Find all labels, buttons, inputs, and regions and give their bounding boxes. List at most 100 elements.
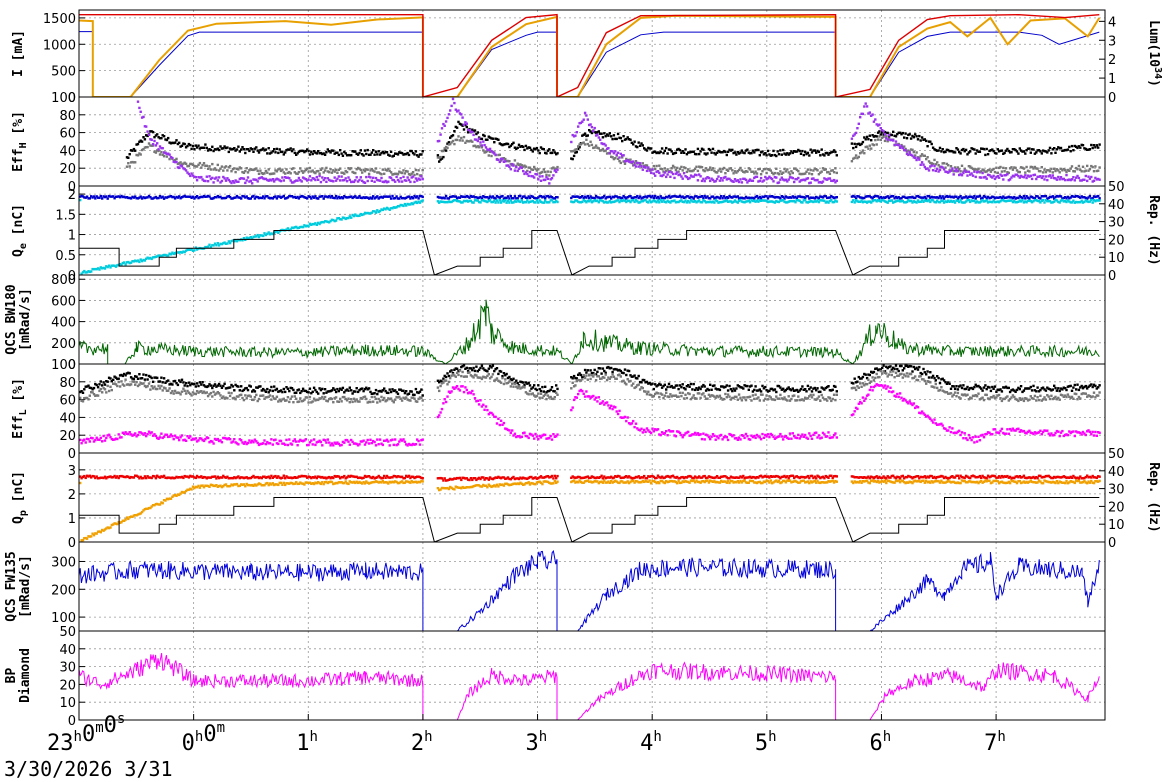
scatter-point [314, 151, 317, 154]
scatter-point [903, 195, 906, 198]
scatter-point [570, 140, 573, 144]
scatter-point [143, 259, 147, 262]
scatter-point [922, 200, 925, 203]
scatter-point [819, 171, 822, 174]
scatter-point [334, 396, 338, 399]
scatter-point [172, 195, 175, 199]
scatter-point [999, 149, 1002, 152]
scatter-point [336, 400, 339, 403]
scatter-point [754, 195, 757, 199]
scatter-point [959, 152, 962, 155]
scatter-point [633, 140, 636, 143]
scatter-point [107, 376, 111, 379]
scatter-point [421, 199, 424, 202]
scatter-point [753, 176, 756, 180]
scatter-point [678, 199, 682, 203]
scatter-point [392, 389, 395, 393]
scatter-point [629, 138, 632, 141]
scatter-point [894, 371, 898, 374]
scatter-point [826, 196, 829, 200]
scatter-point [385, 169, 389, 172]
scatter-point [894, 195, 898, 199]
scatter-point [759, 176, 763, 180]
scatter-point [915, 378, 918, 382]
scatter-point [358, 389, 361, 392]
scatter-point [681, 169, 684, 172]
scatter-point [154, 387, 158, 391]
scatter-point [109, 266, 112, 269]
scatter-point [538, 151, 541, 155]
scatter-point [886, 201, 889, 204]
scatter-point [179, 197, 182, 200]
scatter-point [414, 150, 418, 153]
scatter-point [995, 390, 998, 393]
scatter-point [160, 150, 163, 154]
scatter-point [244, 181, 247, 185]
scatter-point [409, 197, 412, 200]
scatter-point [648, 169, 651, 172]
scatter-point [791, 387, 794, 390]
scatter-point [308, 387, 312, 390]
scatter-point [395, 206, 398, 209]
y-axis-label: QCS BW180[mRad/s] [4, 284, 33, 355]
scatter-point [637, 196, 640, 200]
scatter-point [1065, 170, 1068, 174]
scatter-point [892, 130, 895, 133]
scatter-point [436, 200, 440, 203]
scatter-point [691, 396, 694, 399]
scatter-point [952, 173, 955, 176]
series-eff_purple [136, 97, 1101, 185]
scatter-point [857, 200, 860, 203]
scatter-point [941, 162, 944, 165]
scatter-point [223, 145, 226, 148]
scatter-point [978, 176, 982, 179]
scatter-point [644, 390, 647, 393]
scatter-point [634, 165, 638, 168]
scatter-point [791, 200, 794, 203]
scatter-point [747, 179, 750, 182]
scatter-point [975, 385, 979, 388]
scatter-point [205, 164, 208, 167]
scatter-point [281, 228, 284, 232]
scatter-point [284, 151, 287, 154]
scatter-point [861, 382, 865, 385]
scatter-point [996, 388, 999, 391]
scatter-point [259, 196, 262, 199]
scatter-point [721, 167, 724, 171]
scatter-point [322, 392, 325, 395]
scatter-point [512, 197, 515, 200]
scatter-point [414, 400, 418, 403]
scatter-point [124, 374, 127, 377]
scatter-point [488, 147, 492, 151]
scatter-point [703, 152, 706, 155]
scatter-point [733, 195, 737, 198]
scatter-point [542, 178, 545, 182]
scatter-point [588, 123, 591, 127]
scatter-point [788, 196, 792, 199]
scatter-point [440, 200, 444, 203]
scatter-point [483, 134, 486, 138]
scatter-point [824, 201, 827, 204]
scatter-point [739, 198, 742, 202]
scatter-point [367, 197, 371, 200]
scatter-point [934, 148, 937, 152]
scatter-point [670, 384, 673, 388]
scatter-point [263, 197, 266, 200]
scatter-point [178, 391, 181, 395]
scatter-point [372, 149, 375, 152]
scatter-point [1026, 169, 1030, 172]
scatter-point [722, 200, 726, 203]
scatter-point [944, 195, 947, 198]
scatter-point [262, 172, 265, 176]
scatter-point [868, 373, 871, 377]
scatter-point [715, 177, 719, 181]
scatter-point [297, 150, 301, 153]
scatter-point [887, 134, 891, 137]
scatter-point [367, 175, 371, 178]
scatter-point [186, 144, 189, 148]
scatter-point [951, 150, 954, 153]
scatter-point [116, 264, 119, 267]
scatter-point [890, 368, 893, 371]
scatter-point [501, 143, 504, 147]
scatter-point [260, 176, 263, 179]
